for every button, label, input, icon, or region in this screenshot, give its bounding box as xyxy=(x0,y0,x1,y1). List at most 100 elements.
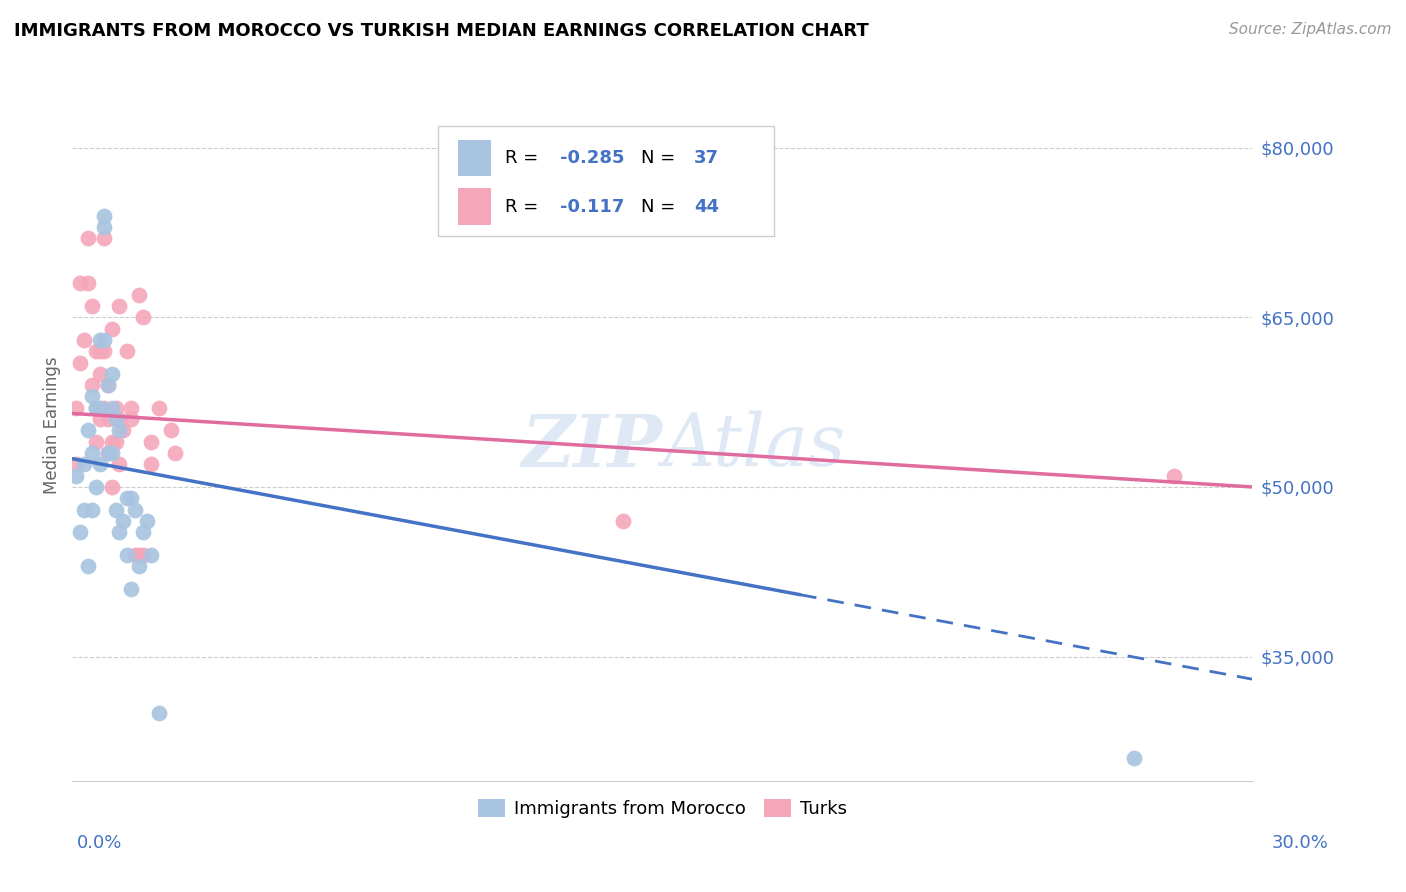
Point xyxy=(69,277,91,291)
Point xyxy=(139,458,162,472)
Text: N =: N = xyxy=(641,197,681,216)
Point xyxy=(117,548,139,562)
Point xyxy=(132,310,155,325)
Point xyxy=(77,277,100,291)
Point xyxy=(100,434,122,449)
Point xyxy=(89,344,111,359)
Point xyxy=(112,514,135,528)
Point xyxy=(163,446,186,460)
Point xyxy=(104,434,127,449)
Point xyxy=(93,401,115,415)
Point xyxy=(84,401,107,415)
Point xyxy=(139,548,162,562)
Point xyxy=(80,299,103,313)
Point xyxy=(120,401,142,415)
Text: 0.0%: 0.0% xyxy=(77,834,122,852)
Point xyxy=(80,502,103,516)
Point xyxy=(128,287,150,301)
FancyBboxPatch shape xyxy=(439,126,775,236)
Point xyxy=(100,321,122,335)
Point xyxy=(108,525,131,540)
Point xyxy=(104,401,127,415)
Point xyxy=(73,502,96,516)
Point xyxy=(73,458,96,472)
Point xyxy=(100,367,122,381)
Point xyxy=(612,514,634,528)
Point xyxy=(128,559,150,574)
FancyBboxPatch shape xyxy=(458,140,491,176)
Point xyxy=(148,706,170,720)
Text: N =: N = xyxy=(641,149,681,167)
Point xyxy=(132,525,155,540)
Text: 37: 37 xyxy=(695,149,720,167)
Point xyxy=(117,344,139,359)
Point xyxy=(93,333,115,347)
Point xyxy=(100,446,122,460)
Point xyxy=(128,548,150,562)
Point xyxy=(1123,751,1146,765)
Point xyxy=(84,344,107,359)
Point xyxy=(69,525,91,540)
Point xyxy=(77,559,100,574)
Point xyxy=(159,424,181,438)
Point xyxy=(97,446,120,460)
Point xyxy=(93,231,115,245)
Point xyxy=(104,412,127,426)
FancyBboxPatch shape xyxy=(458,188,491,225)
Point xyxy=(84,480,107,494)
Text: -0.285: -0.285 xyxy=(560,149,624,167)
Point xyxy=(108,299,131,313)
Point xyxy=(117,491,139,506)
Text: R =: R = xyxy=(505,149,544,167)
Point xyxy=(89,401,111,415)
Point xyxy=(84,401,107,415)
Point xyxy=(120,582,142,596)
Point xyxy=(120,491,142,506)
Point xyxy=(65,468,87,483)
Point xyxy=(89,458,111,472)
Text: -0.117: -0.117 xyxy=(560,197,624,216)
Point xyxy=(93,344,115,359)
Point xyxy=(124,502,146,516)
Point xyxy=(93,209,115,223)
Point xyxy=(80,446,103,460)
Point xyxy=(100,401,122,415)
Point xyxy=(89,367,111,381)
Point xyxy=(97,378,120,392)
Text: ZIP: ZIP xyxy=(522,410,662,482)
Point xyxy=(65,401,87,415)
Point xyxy=(1163,468,1185,483)
Point xyxy=(139,434,162,449)
Point xyxy=(112,424,135,438)
Point xyxy=(77,424,100,438)
Point xyxy=(97,378,120,392)
Point xyxy=(80,378,103,392)
Point xyxy=(108,412,131,426)
Point xyxy=(77,231,100,245)
Point xyxy=(104,502,127,516)
Text: Source: ZipAtlas.com: Source: ZipAtlas.com xyxy=(1229,22,1392,37)
Point xyxy=(65,458,87,472)
Point xyxy=(97,412,120,426)
Text: R =: R = xyxy=(505,197,544,216)
Point xyxy=(100,480,122,494)
Point xyxy=(108,458,131,472)
Legend: Immigrants from Morocco, Turks: Immigrants from Morocco, Turks xyxy=(471,791,853,825)
Text: 44: 44 xyxy=(695,197,720,216)
Point xyxy=(108,424,131,438)
Point xyxy=(97,446,120,460)
Point xyxy=(93,219,115,234)
Text: Atlas: Atlas xyxy=(662,411,845,482)
Point xyxy=(89,412,111,426)
Point xyxy=(73,333,96,347)
Point xyxy=(148,401,170,415)
Point xyxy=(120,412,142,426)
Point xyxy=(136,514,159,528)
Point xyxy=(69,355,91,369)
Point xyxy=(89,333,111,347)
Point xyxy=(80,389,103,403)
Y-axis label: Median Earnings: Median Earnings xyxy=(44,356,60,493)
Point xyxy=(132,548,155,562)
Point xyxy=(124,548,146,562)
Point xyxy=(84,434,107,449)
